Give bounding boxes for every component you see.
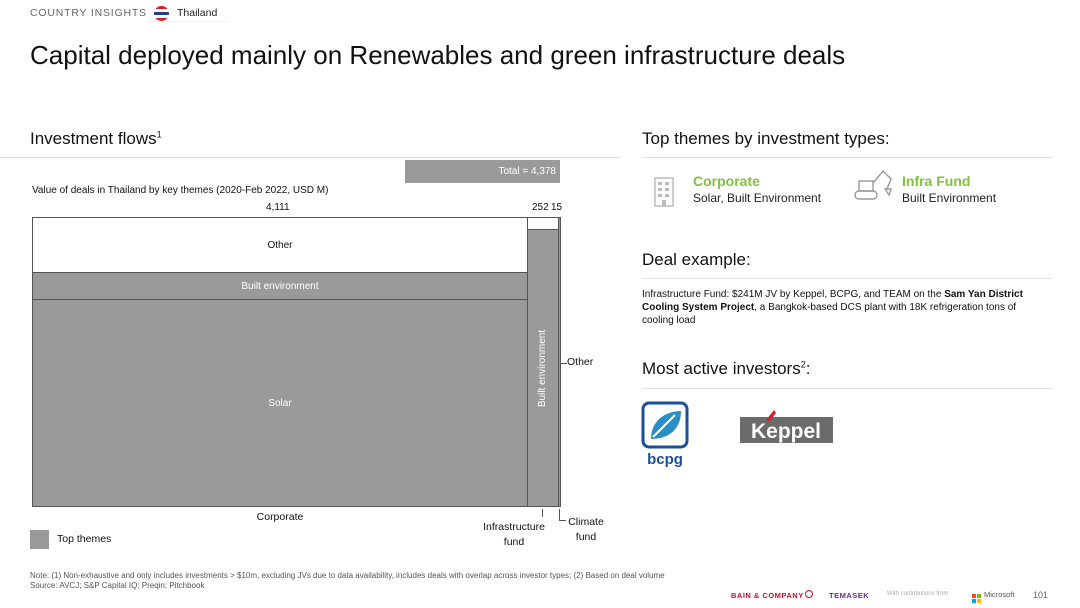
microsoft-icon: [972, 590, 981, 603]
bar-corporate-other: Other: [32, 217, 528, 273]
bain-logo: BAIN & COMPANY: [731, 591, 804, 600]
label-built-environment: Built environment: [241, 280, 319, 292]
label-solar: Solar: [268, 397, 292, 409]
other-callout-line: [561, 363, 567, 364]
keppel-logo: Keppel: [740, 410, 834, 446]
thailand-flag-icon: [154, 6, 169, 21]
tick-label-corporate-total: 4,111: [266, 202, 290, 213]
theme-corporate-head: Corporate: [693, 173, 760, 189]
contrib-label: With contributions from: [887, 591, 949, 597]
deal-title: Deal example:: [642, 250, 751, 269]
bcpg-logo: bcpg: [641, 401, 689, 468]
section-label: COUNTRY INSIGHTS: [30, 7, 147, 19]
tick-label-climate-total: 15: [551, 202, 563, 213]
legend-label: Top themes: [57, 533, 112, 545]
building-icon: [650, 176, 680, 208]
themes-divider: [642, 157, 1052, 158]
header-divider: [148, 21, 228, 22]
temasek-logo: TEMASEK: [829, 591, 870, 600]
bar-infra-built-environment: Built environment: [527, 229, 559, 507]
legend-swatch: [30, 530, 49, 549]
bar-climate-other: [558, 217, 561, 507]
keppel-logo-text: Keppel: [751, 420, 821, 443]
bar-corporate-built-environment: Built environment: [32, 272, 528, 300]
page-title: Capital deployed mainly on Renewables an…: [30, 40, 846, 70]
deal-divider: [642, 278, 1052, 279]
marimekko-chart: Other Built environment Solar Built envi…: [32, 217, 561, 507]
chart-subtitle: Value of deals in Thailand by key themes…: [32, 185, 329, 196]
bar-corporate-solar: Solar: [32, 299, 528, 507]
theme-corporate-sub: Solar, Built Environment: [693, 191, 822, 205]
theme-infra-head: Infra Fund: [902, 173, 971, 189]
climate-tick-line-h: [559, 520, 566, 521]
flows-title: Investment flows1: [30, 129, 162, 148]
bain-circle-icon: [805, 590, 813, 598]
theme-infra-sub: Built Environment: [902, 191, 997, 205]
flows-divider: [0, 157, 620, 158]
page-number: 101: [1033, 590, 1049, 600]
label-infra-built-environment: Built environment: [537, 329, 549, 407]
x-label-climate-fund: Climate fund: [568, 516, 604, 543]
bcpg-logo-text: bcpg: [647, 451, 683, 467]
total-box: Total = 4,378: [405, 160, 560, 183]
label-other: Other: [267, 239, 293, 251]
country-label: Thailand: [177, 7, 218, 19]
deal-text: Infrastructure Fund: $241M JV by Keppel,…: [642, 289, 1023, 326]
microsoft-label: Microsoft: [984, 590, 1015, 599]
investors-divider: [642, 388, 1052, 389]
annotation-other: Other: [567, 356, 594, 368]
investors-title: Most active investors2:: [642, 359, 811, 378]
climate-tick-line: [559, 509, 560, 521]
infra-tick-line: [542, 509, 543, 517]
x-label-corporate: Corporate: [256, 511, 304, 523]
footnote: Note: (1) Non-exhaustive and only includ…: [30, 571, 665, 590]
excavator-icon: [853, 167, 895, 205]
themes-title: Top themes by investment types:: [642, 129, 890, 148]
x-label-infra-fund: Infrastructure fund: [483, 521, 545, 548]
tick-label-infra-total: 252: [532, 202, 549, 213]
